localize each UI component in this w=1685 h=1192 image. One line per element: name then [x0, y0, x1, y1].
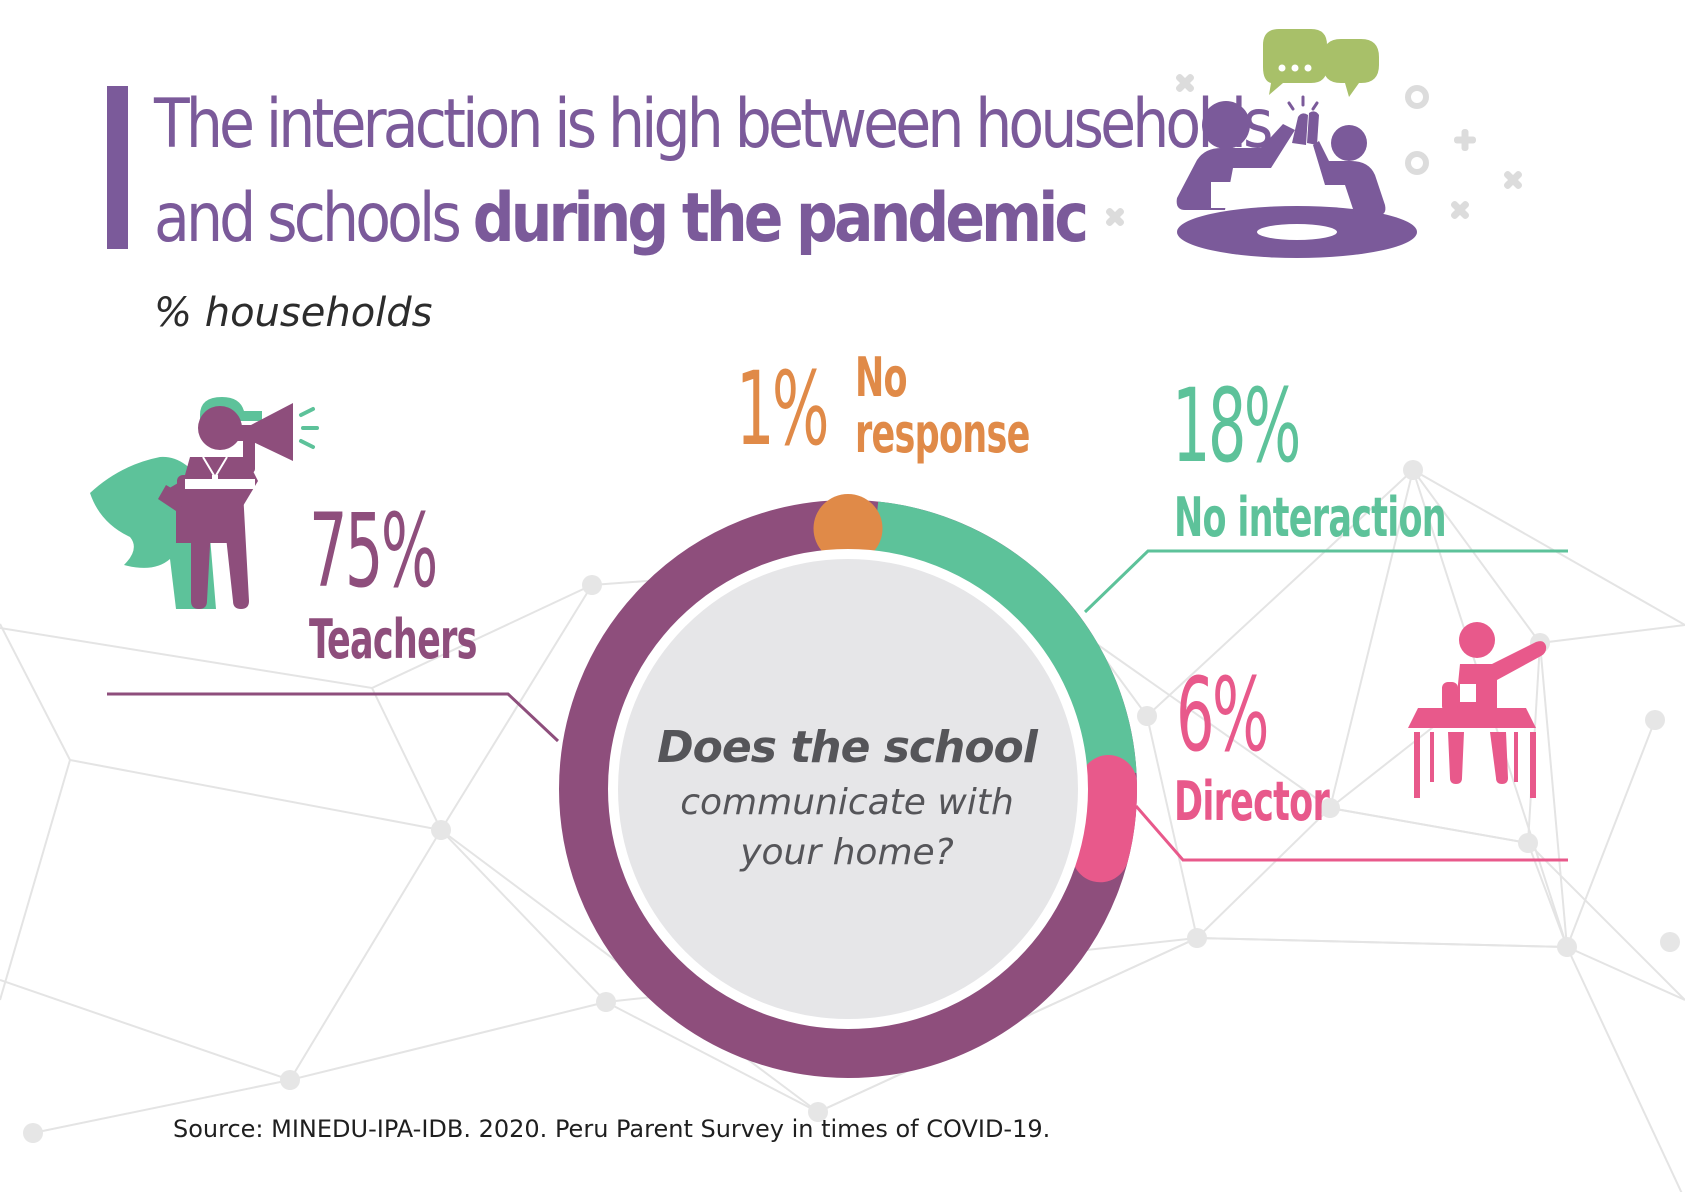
value-label-no-interaction: 18% [1172, 367, 1301, 486]
category-label-director: Director [1174, 770, 1330, 833]
teacher-megaphone-icon [90, 397, 319, 609]
meeting-high-five-icon [1105, 29, 1523, 258]
value-label-no-response: 1% [736, 350, 829, 469]
leader-line-teachers [107, 692, 560, 743]
center-question-line-3: your home? [740, 832, 954, 873]
title-line-2-regular: and schools [154, 179, 473, 258]
leader-line-director [1134, 805, 1568, 862]
donut-slice-director [1071, 755, 1137, 883]
title-line-2-bold: during the pandemic [472, 179, 1089, 258]
category-label-no-response: No response [855, 346, 1030, 465]
center-question-body: communicate with your home? [597, 778, 1097, 878]
source-note: Source: MINEDU-IPA-IDB. 2020. Peru Paren… [173, 1115, 1051, 1143]
value-label-director: 6% [1176, 656, 1269, 775]
donut-slice-no-interaction [871, 501, 1137, 777]
category-label-no-interaction: No interaction [1174, 486, 1447, 549]
title-accent-bar [107, 86, 128, 249]
leader-line-no-interaction [1083, 549, 1568, 614]
category-label-teachers: Teachers [309, 608, 477, 671]
value-label-teachers: 75% [309, 492, 438, 611]
director-desk-icon [1408, 622, 1547, 798]
center-question-title: Does the school [657, 722, 1038, 773]
center-question-line-2: communicate with [680, 782, 1014, 823]
chart-subtitle: % households [154, 290, 433, 336]
donut-slices [559, 494, 1137, 1078]
donut-slice-no-response [813, 494, 883, 563]
title-line-2: and schools during the pandemic [154, 172, 1089, 266]
center-circle [608, 549, 1088, 1029]
